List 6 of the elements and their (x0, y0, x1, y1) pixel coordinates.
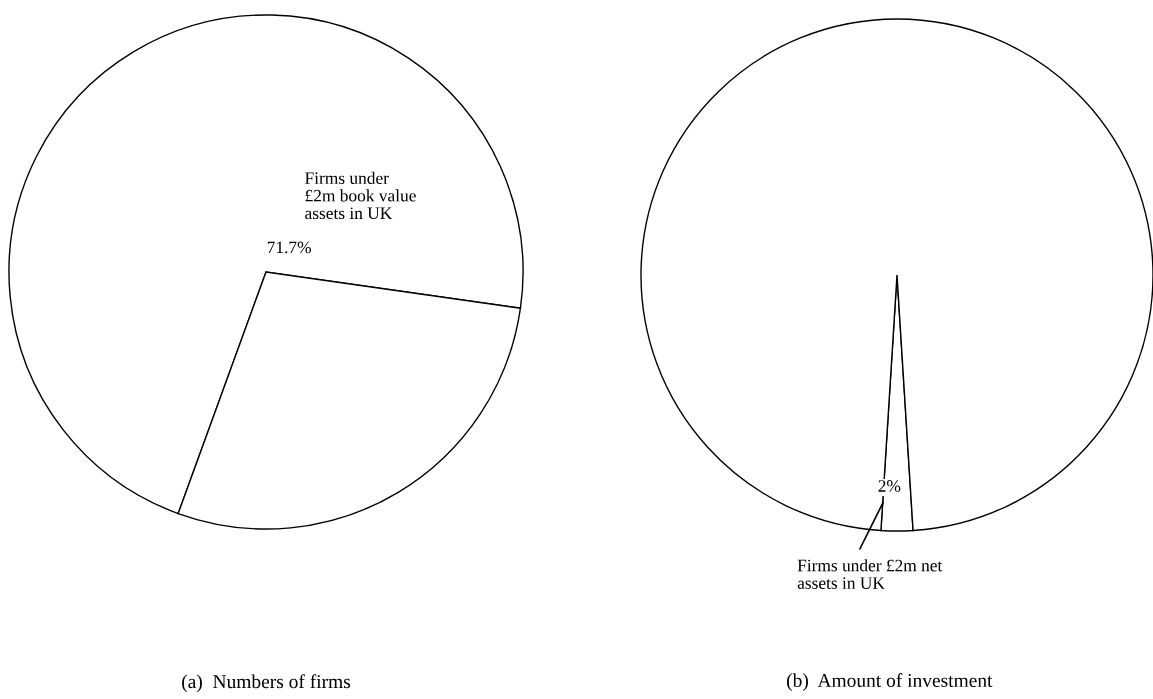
text: (b) Amount of investment (787, 673, 993, 691)
data-label: 2% (878, 480, 901, 492)
text: (a) Numbers of firms (182, 674, 351, 693)
slice-label: Firms under £2m net assets in UK (797, 559, 943, 589)
data-label: 71.7% (267, 241, 311, 254)
slice-label: Firms under £2m book value assets in UK (305, 171, 416, 220)
